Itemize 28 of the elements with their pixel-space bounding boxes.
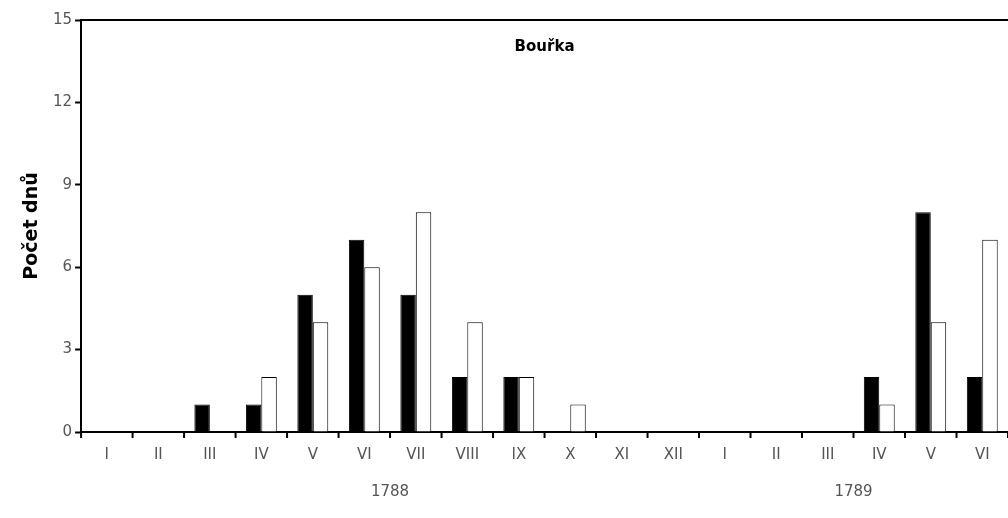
x-tick-label: XII (663, 444, 683, 463)
x-tick-label: VI (974, 444, 990, 463)
x-tick-label: IV (253, 444, 270, 463)
y-tick-label: 0 (62, 421, 73, 440)
x-tick-label: IV (871, 444, 888, 463)
x-tick-label: VII (406, 444, 426, 463)
x-tick-label: III (821, 444, 835, 463)
x-tick-label: VIII (455, 444, 480, 463)
x-tick-label: I (104, 444, 110, 463)
y-tick-label: 9 (62, 174, 73, 193)
y-tick-label: 6 (62, 257, 73, 276)
y-tick-label: 15 (52, 9, 73, 28)
x-tick-label: I (722, 444, 727, 463)
y-tick-label: 12 (52, 92, 73, 111)
text: Bouřka (514, 36, 575, 55)
y-tick-label: 3 (62, 339, 73, 358)
x-tick-label: III (203, 444, 217, 463)
x-tick-label: V (307, 444, 319, 463)
x-tick-label: VI (356, 444, 372, 463)
x-tick-label: X (565, 444, 576, 463)
text: 1788 (370, 481, 410, 500)
x-tick-label: IX (511, 444, 527, 463)
x-tick-label: II (771, 444, 781, 463)
x-tick-label: XI (614, 444, 630, 463)
x-tick-label: V (925, 444, 937, 463)
text: 1789 (834, 481, 873, 500)
x-tick-label: II (153, 444, 163, 463)
y-axis-title: Počet dnů (18, 172, 41, 280)
